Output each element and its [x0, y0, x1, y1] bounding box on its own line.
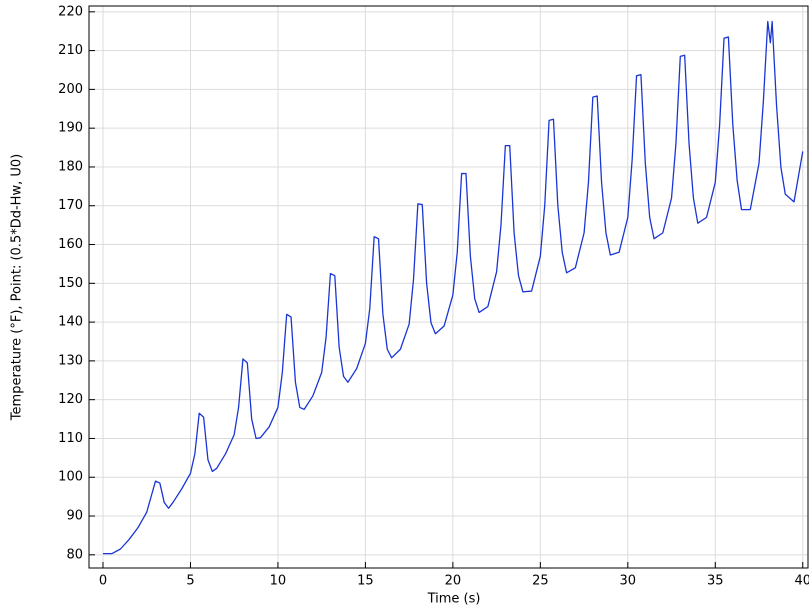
- x-tick-label: 5: [186, 574, 194, 589]
- y-tick-label: 100: [58, 470, 83, 485]
- y-tick-label: 140: [58, 315, 83, 330]
- y-tick-label: 110: [58, 431, 83, 446]
- y-tick-label: 150: [58, 276, 83, 291]
- y-tick-label: 160: [58, 237, 83, 252]
- x-tick-label: 40: [794, 574, 809, 589]
- x-tick-label: 0: [99, 574, 107, 589]
- y-tick-label: 200: [58, 82, 83, 97]
- y-tick-label: 80: [66, 547, 83, 562]
- data-line: [103, 20, 804, 555]
- x-tick-label: 10: [270, 574, 287, 589]
- y-tick-label: 180: [58, 159, 83, 174]
- y-tick-label: 220: [58, 4, 83, 19]
- x-axis-label: Time (s): [427, 592, 481, 607]
- y-tick-label: 130: [58, 353, 83, 368]
- x-tick-label: 35: [707, 574, 724, 589]
- plot-frame: [88, 5, 809, 569]
- x-tick-label: 30: [620, 574, 637, 589]
- y-tick-label: 210: [58, 43, 83, 58]
- y-tick-label: 90: [66, 509, 83, 524]
- y-axis-label: Temperature (°F), Point: (0.5*Dd-Hw, U0): [10, 154, 25, 421]
- x-tick-label: 20: [445, 574, 462, 589]
- y-tick-label: 120: [58, 392, 83, 407]
- y-tick-label: 170: [58, 198, 83, 213]
- y-tick-label: 190: [58, 121, 83, 136]
- x-tick-label: 15: [357, 574, 374, 589]
- plot-area: [89, 6, 808, 568]
- x-tick-label: 25: [532, 574, 549, 589]
